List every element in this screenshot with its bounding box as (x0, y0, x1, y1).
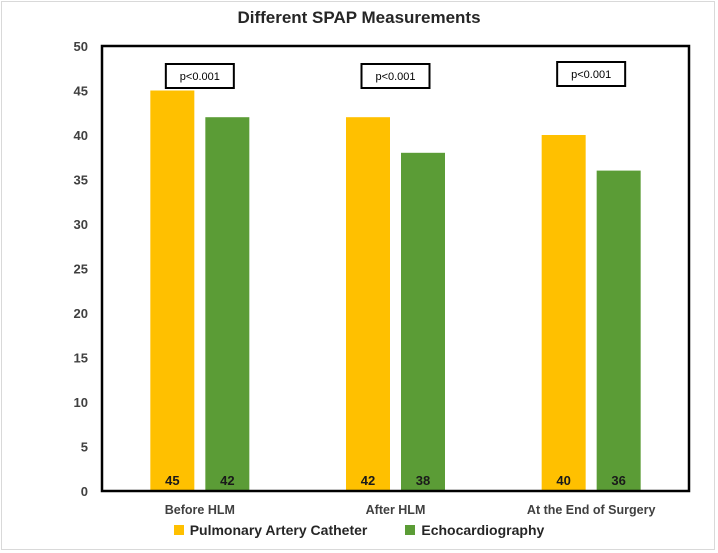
bar-pac (150, 90, 195, 491)
y-tick-label: 15 (74, 351, 88, 366)
y-tick-label: 0 (81, 484, 88, 499)
legend-swatch-pac (173, 525, 184, 535)
legend-item-pac: Pulmonary Artery Catheter (173, 522, 368, 538)
legend: Pulmonary Artery Catheter Echocardiograp… (0, 522, 718, 538)
legend-label-pac: Pulmonary Artery Catheter (189, 522, 368, 538)
bar-echo (596, 170, 641, 491)
legend-item-echo: Echocardiography (405, 522, 544, 538)
data-label: 36 (611, 473, 625, 488)
data-label: 42 (220, 473, 234, 488)
legend-label-echo: Echocardiography (421, 522, 545, 538)
bar-pac (346, 117, 390, 491)
y-tick-label: 40 (74, 128, 88, 143)
legend-swatch-echo (405, 525, 416, 535)
data-label: 40 (556, 473, 570, 488)
y-tick-label: 45 (74, 84, 88, 99)
x-tick-label: At the End of Surgery (527, 503, 656, 517)
p-value-box (164, 63, 235, 89)
p-value-box (556, 61, 627, 87)
y-tick-label: 5 (81, 440, 88, 455)
x-tick-label: After HLM (366, 503, 426, 517)
bar-echo (401, 152, 445, 492)
p-value-label: p<0.001 (375, 71, 415, 83)
y-tick-label: 35 (74, 173, 88, 188)
plot-frame (100, 44, 691, 493)
y-tick-label: 20 (74, 306, 88, 321)
bar-pac (541, 135, 586, 491)
data-label: 45 (165, 473, 179, 488)
bar-echo (205, 117, 250, 491)
p-value-label: p<0.001 (180, 71, 220, 83)
data-label: 42 (361, 473, 375, 488)
p-value-label: p<0.001 (571, 69, 611, 81)
y-tick-label: 30 (74, 217, 88, 232)
y-tick-label: 50 (74, 39, 88, 54)
data-label: 38 (416, 473, 430, 488)
y-tick-label: 25 (74, 262, 88, 277)
chart-title: Different SPAP Measurements (237, 8, 481, 27)
y-tick-label: 10 (74, 395, 88, 410)
p-value-box (360, 63, 431, 89)
x-tick-label: Before HLM (165, 503, 235, 517)
